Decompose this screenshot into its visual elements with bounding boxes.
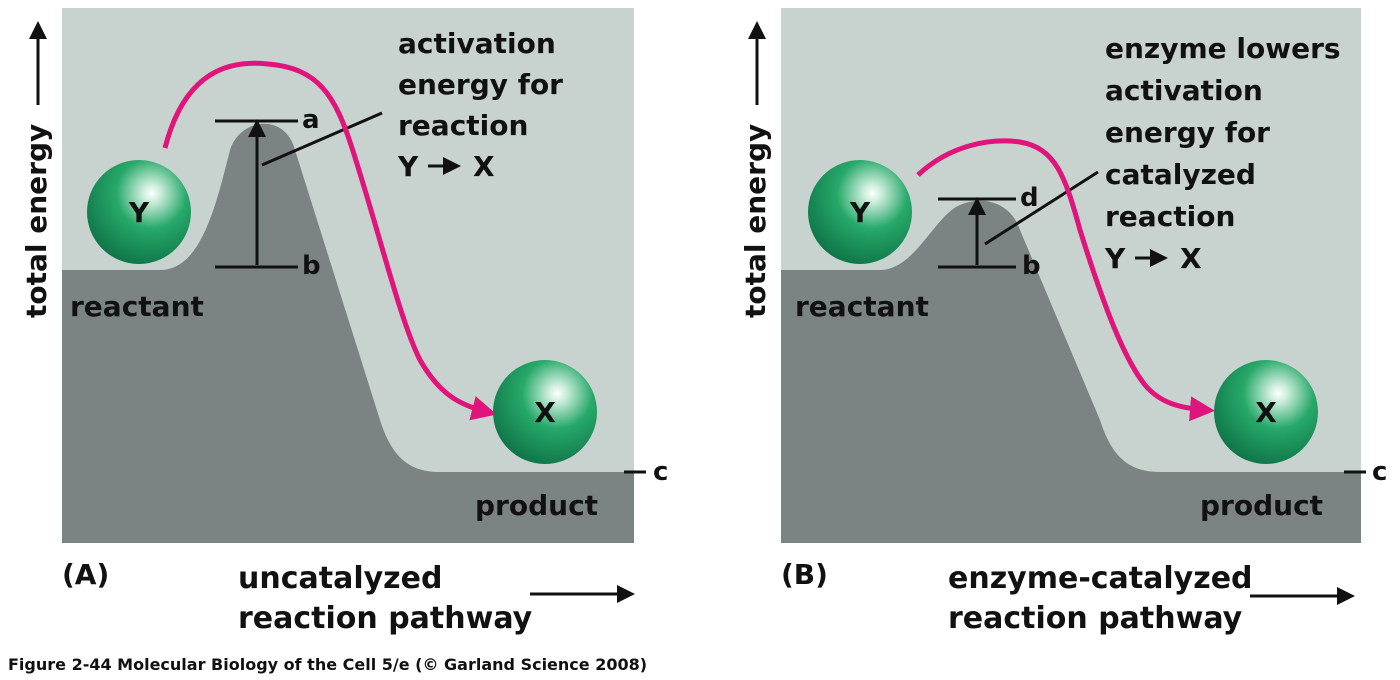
panel-a-molecule-y: Y [87,160,191,264]
panel-b: total energy d b Y X reactant product c [739,8,1387,636]
panel-b-energy-hill [781,200,1361,543]
panel-a-x-axis-label-line1: uncatalyzed [238,561,442,596]
panel-b-label: (B) [781,558,828,591]
panel-a-molecule-x-letter: X [534,396,556,429]
panel-a-marker-c: c [653,457,668,487]
panel-a-y-axis-label: total energy [20,124,53,318]
panel-a-reaction-path [162,60,497,421]
panel-b-annotation-line-4: catalyzed [1105,158,1256,191]
panel-b-annotation-line-2: activation [1105,74,1263,107]
panel-b-marker-c: c [1372,457,1387,487]
panel-a-reactant-label: reactant [70,290,204,323]
panel-b-annotation-line-1: enzyme lowers [1105,32,1341,65]
panel-b-product-label: product [1200,489,1323,522]
panel-a-annotation-line-3: reaction [398,109,528,142]
panel-a-x-axis-label-line2: reaction pathway [238,601,533,636]
panel-a-annotation-pointer [261,111,383,167]
panel-a-marker-b: b [302,251,321,281]
panel-a-energy-hill [62,123,634,543]
panel-b-molecule-y: Y [808,160,912,264]
panel-b-annotation-pointer [984,170,1099,246]
panel-b-annotation-line-3: energy for [1105,116,1270,149]
panel-b-equation-left: Y [1104,242,1126,275]
panel-a-label: (A) [62,558,109,591]
panel-b-annotation-line-5: reaction [1105,200,1235,233]
panel-b-molecule-x-letter: X [1255,396,1277,429]
panel-a-equation-right: X [473,150,495,183]
panel-b-molecule-x: X [1214,360,1318,464]
panel-b-y-axis-label: total energy [739,124,772,318]
panel-b-marker-b: b [1022,251,1041,281]
panel-a: total energy a b Y X reactant product c [20,8,668,636]
panel-b-equation-right: X [1180,242,1202,275]
panel-a-annotation-line-1: activation [398,27,556,60]
panel-b-x-axis-label-line2: reaction pathway [948,601,1243,636]
figure-caption: Figure 2-44 Molecular Biology of the Cel… [8,655,647,674]
panel-a-equation-left: Y [397,150,419,183]
panel-a-product-label: product [475,489,598,522]
panel-b-reaction-path [916,138,1215,422]
panel-b-reactant-label: reactant [795,290,929,323]
panel-a-annotation-line-2: energy for [398,68,563,101]
panel-b-molecule-y-letter: Y [849,196,871,229]
panel-b-x-axis-label-line1: enzyme-catalyzed [948,561,1253,596]
panel-b-marker-d: d [1020,183,1039,213]
panel-a-molecule-x: X [493,360,597,464]
panel-a-marker-a: a [302,105,320,135]
panel-a-molecule-y-letter: Y [128,196,150,229]
